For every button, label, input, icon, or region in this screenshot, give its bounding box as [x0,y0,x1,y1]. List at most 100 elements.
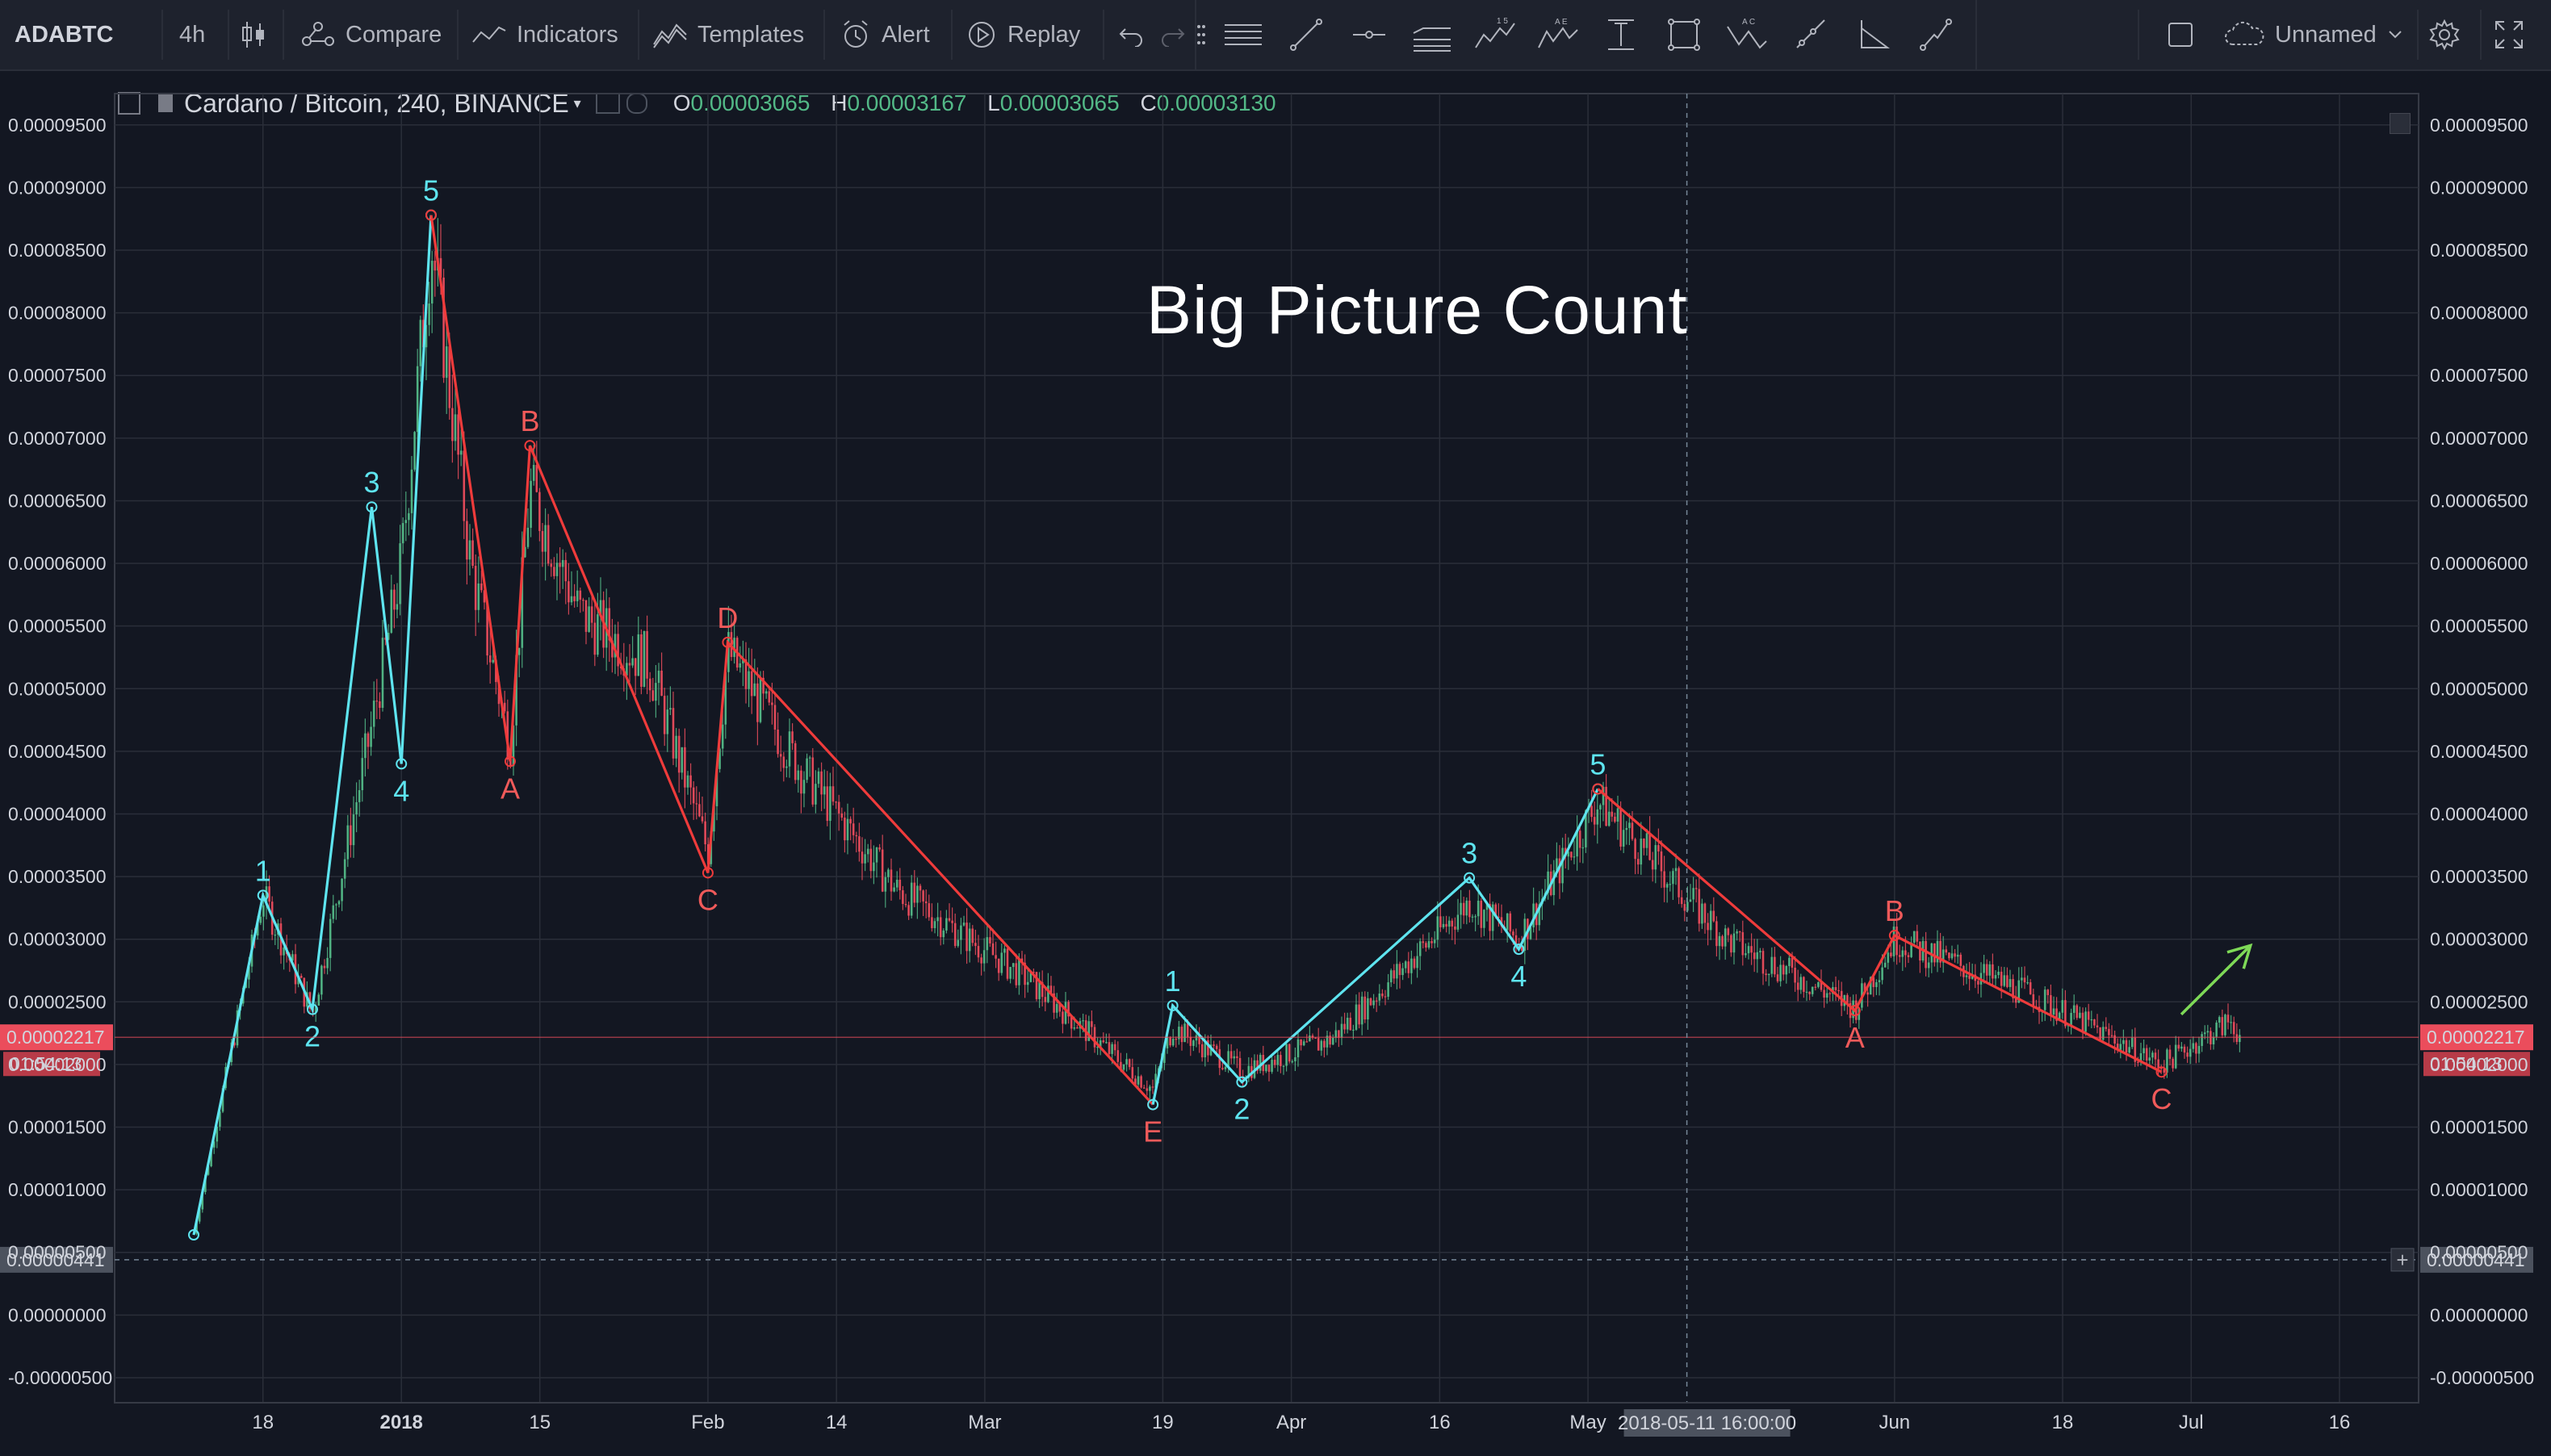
candle-body [817,771,820,784]
settings-button[interactable] [2428,0,2461,69]
scroll-arrows-icon[interactable] [2390,113,2411,134]
candle-body [1741,932,1745,956]
price-tick-label: 0.00007500 [8,365,107,386]
candle-body [568,581,570,603]
projection-arrow-line[interactable] [2180,944,2252,1016]
candle-body [1665,884,1669,888]
wave-label[interactable]: C [697,883,718,916]
candle-body [1747,946,1750,954]
alert-button[interactable]: Alert [840,0,930,69]
wave-label[interactable]: 3 [363,466,379,499]
wave-label[interactable]: 1 [1165,964,1181,998]
time-axis[interactable]: 18 2018 15 Feb 14 Mar 19 Apr 16 May Jun 18 Jul 16 [115,1402,2419,1433]
elliott-correction-tool[interactable]: A C [1716,0,1778,69]
candle-body [2041,1010,2043,1012]
candle-body [1355,1004,1358,1030]
toolbar-divider [457,10,459,60]
undo-button[interactable] [1117,0,1145,69]
candle-body [1113,1044,1116,1051]
ray-tool[interactable] [1779,0,1841,69]
candle-body [283,948,285,956]
wave-label[interactable]: 2 [1234,1093,1250,1126]
drag-handle-icon[interactable] [1192,0,1211,69]
candle-body [404,520,408,524]
candle-body [297,975,300,985]
wave-label[interactable]: 4 [393,774,409,807]
redo-button[interactable] [1159,0,1187,69]
elliott-triangle-tool[interactable]: A E [1527,0,1589,69]
wave-label[interactable]: 2 [304,1020,320,1053]
candle-body [1404,961,1407,969]
rectangle-tool[interactable] [1653,0,1715,69]
layout-menu-button[interactable]: Unnamed [2223,0,2402,69]
candle-body [1622,830,1625,847]
candle-body [1701,903,1703,924]
expand-button[interactable] [2494,0,2524,69]
candle-body [815,784,817,805]
candle-body [361,758,364,791]
drawing-toolbar: 1 5 A E A C [1195,0,1977,69]
price-axis-right[interactable]: 0.00009500 0.00009000 0.00008500 0.00008000… [2430,115,2534,1388]
series-title[interactable]: Cardano / Bitcoin, 240, BINANCE [184,88,569,118]
wave-label[interactable]: A [1845,1021,1865,1054]
templates-button[interactable]: Templates [652,0,804,69]
wave-label[interactable]: A [501,772,520,805]
wave-line-impulse-1[interactable] [192,215,433,1236]
interval-button[interactable]: 4h [179,0,205,69]
wave-line-correction-2[interactable] [1597,788,2163,1073]
candle-body [742,659,744,663]
undo-icon [1119,28,1142,47]
candle-body [1564,847,1567,857]
wave-label[interactable]: D [717,601,738,634]
wave-label[interactable]: 1 [255,854,271,887]
wave-line-correction-1[interactable] [429,215,1154,1106]
chart-type-button[interactable] [239,0,268,69]
chevron-down-icon[interactable]: ▾ [573,94,581,111]
horizontal-lines-tool[interactable] [1213,0,1274,69]
hide-series-icon[interactable] [595,93,620,114]
horizontal-ray-tool[interactable] [1338,0,1400,69]
candle-body [599,600,602,615]
wave-line-impulse-2[interactable] [1151,788,1599,1105]
candle-body [1631,822,1634,839]
current-price-badge [2420,1024,2533,1051]
symbol-search-button[interactable]: ADABTC [15,0,113,69]
path-tool[interactable] [1905,0,1967,69]
collapse-legend-icon[interactable] [118,92,140,115]
candle-body [442,277,445,379]
candle-body [1157,1068,1160,1074]
candle-body [1323,1040,1326,1048]
wave-label[interactable]: B [520,404,539,437]
elliott-impulse-tool[interactable]: 1 5 [1464,0,1526,69]
wave-label[interactable]: 3 [1461,837,1477,870]
candle-body [931,917,933,928]
compare-button[interactable]: Compare [300,0,442,69]
candle-body [1142,1087,1146,1089]
candle-body [2239,1035,2241,1043]
candle-body [561,559,564,567]
add-alert-plus-icon[interactable] [2390,1248,2415,1272]
fullscreen-chart-button[interactable] [2167,0,2194,69]
candle-body [1927,962,1930,969]
annotation-title[interactable]: Big Picture Count [1146,272,1688,348]
candle-body [660,670,663,697]
cloud-icon [2225,21,2264,45]
candle-body [1491,904,1494,931]
series-settings-icon[interactable] [626,93,647,114]
trend-line-tool[interactable] [1276,0,1337,69]
pitchfork-tool[interactable] [1401,0,1463,69]
text-cursor-tool[interactable] [1590,0,1652,69]
candle-body [1166,1037,1169,1048]
wave-label[interactable]: C [2151,1082,2172,1115]
replay-button[interactable]: Replay [966,0,1080,69]
angle-tool[interactable] [1842,0,1904,69]
wave-label[interactable]: 5 [423,174,439,207]
wave-label[interactable]: E [1143,1115,1162,1148]
wave-label[interactable]: 4 [1510,960,1527,993]
price-axis-left[interactable]: 0.00009500 0.00009000 0.00008500 0.00008000… [8,115,112,1388]
indicators-button[interactable]: Indicators [471,0,618,69]
wave-label[interactable]: 5 [1590,747,1606,780]
wave-label[interactable]: B [1885,894,1904,927]
